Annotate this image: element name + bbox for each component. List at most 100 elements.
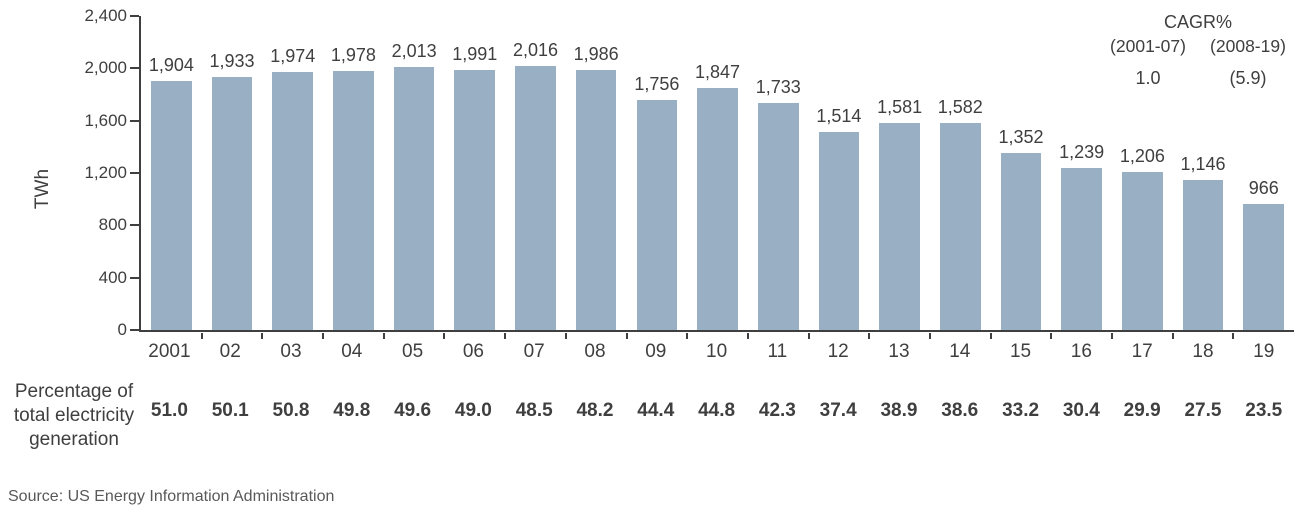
bar	[818, 131, 860, 330]
x-axis-label: 03	[280, 341, 302, 362]
percent-value: 49.0	[454, 400, 492, 421]
percent-value: 27.5	[1184, 400, 1222, 421]
bar-column: 1,146	[1173, 16, 1235, 339]
percent-value: 42.3	[758, 400, 796, 421]
bar-value-label: 1,239	[1059, 141, 1105, 162]
bar-column: 1,733	[748, 16, 810, 339]
bar-value-label: 1,581	[877, 97, 923, 118]
percent-value: 49.8	[333, 400, 371, 421]
bar-value-label: 1,991	[452, 43, 498, 64]
x-axis-label: 2001	[148, 341, 191, 362]
x-axis-label: 04	[341, 341, 363, 362]
percent-value: 44.4	[637, 400, 675, 421]
y-axis-tick	[130, 172, 139, 174]
bar	[636, 100, 678, 330]
percent-value: 38.6	[941, 400, 979, 421]
bar-value-label: 1,733	[755, 77, 801, 98]
bar-value-label: 966	[1248, 177, 1279, 198]
bar-column: 966	[1233, 16, 1294, 330]
bar-column: 1,206	[1112, 16, 1174, 339]
x-axis-label: 11	[767, 341, 788, 362]
bar-value-label: 2,016	[512, 40, 558, 61]
percent-value: 29.9	[1123, 400, 1161, 421]
bar	[1182, 180, 1224, 330]
bar-value-label: 1,206	[1119, 146, 1165, 167]
x-axis-label: 19	[1253, 341, 1275, 362]
cagr-value-1: 1.0	[1135, 68, 1161, 88]
x-axis-label: 06	[462, 341, 484, 362]
x-axis-label: 13	[888, 341, 910, 362]
x-axis-label: 18	[1192, 341, 1214, 362]
bar-columns: 1,904 1,933 1,974 1,978 2,013 1,991 2,016 1,986…	[141, 16, 1294, 339]
x-axis-label: 17	[1131, 341, 1153, 362]
x-axis-label: 15	[1009, 341, 1032, 362]
percent-caption-line-1: Percentage of	[14, 381, 134, 402]
percent-value: 48.2	[576, 400, 614, 421]
percent-value: 50.8	[272, 400, 310, 421]
y-axis-tick-label: 800	[98, 215, 127, 235]
cagr-value-2: (5.9)	[1229, 68, 1267, 88]
bar-value-label: 1,978	[330, 45, 376, 66]
y-axis-tick	[130, 224, 139, 227]
percent-value: 23.5	[1245, 400, 1283, 421]
bar-value-label: 1,352	[998, 127, 1044, 148]
bar	[393, 66, 435, 330]
bar-column: 2,013	[384, 16, 446, 339]
cagr-title: CAGR%	[1163, 12, 1232, 32]
bar	[211, 77, 253, 330]
bar-column: 1,933	[202, 16, 264, 339]
bar-column: 2,016	[505, 16, 567, 339]
bar-value-label: 1,986	[573, 44, 619, 65]
bar	[1061, 167, 1102, 330]
bar	[515, 66, 556, 330]
y-axis-tick-label: 1,200	[84, 163, 127, 182]
y-axis-tick	[130, 276, 139, 279]
percent-caption-line-3: generation	[29, 429, 119, 450]
bar-column: 1,239	[1051, 16, 1113, 339]
bar-value-label: 1,904	[148, 54, 194, 75]
y-axis-tick	[130, 329, 139, 331]
y-axis-tick-label: 2,000	[84, 58, 127, 78]
percent-value: 30.4	[1062, 400, 1100, 421]
x-axis-label: 16	[1070, 341, 1092, 362]
bar	[697, 88, 738, 330]
bar-value-label: 1,933	[209, 51, 255, 72]
bar	[1000, 153, 1042, 330]
percent-value: 49.6	[394, 400, 432, 421]
bar-column: 1,581	[869, 16, 931, 339]
y-axis-tick-label: 2,400	[84, 6, 127, 25]
plot-area: 0 400 800 1,200 1,600 2,000 2,400 1,904 1,933 1,…	[84, 6, 1294, 339]
bar-column: 1,847	[687, 16, 749, 339]
x-axis-label: 09	[645, 341, 667, 362]
cagr-period-1: (2001-07)	[1110, 36, 1186, 56]
bar	[879, 123, 920, 330]
percent-value: 44.8	[698, 400, 736, 421]
percent-value: 38.9	[880, 400, 918, 421]
x-axis-labels: 2001 02 03 04 05 06 07 08 09 10 11 12 13 14 15 16 17 18 19	[139, 341, 1294, 363]
bar	[333, 71, 374, 330]
percent-value: 33.2	[1002, 400, 1040, 421]
x-axis-label: 14	[949, 341, 971, 362]
y-axis-tick	[130, 67, 139, 70]
bar	[1122, 172, 1163, 330]
percent-values: 51.0 50.1 50.8 49.8 49.6 49.0 48.5 48.2 44.4 44.8…	[139, 400, 1294, 422]
percent-value: 51.0	[150, 400, 188, 421]
y-axis-tick-label: 1,600	[84, 110, 127, 130]
y-axis-tick	[130, 15, 139, 17]
bar-column: 1,904	[141, 16, 203, 339]
bar-column: 1,756	[627, 16, 688, 339]
percent-caption-line-2: total electricity	[13, 405, 135, 426]
bar-value-label: 1,847	[695, 62, 741, 83]
bar-column: 1,514	[809, 16, 870, 339]
x-axis-label: 10	[706, 341, 728, 362]
cagr-period-2: (2008-19)	[1210, 36, 1286, 56]
bar	[939, 123, 981, 330]
y-axis-tick-label: 0	[117, 320, 127, 339]
bar	[757, 103, 799, 330]
percent-value: 37.4	[819, 400, 857, 421]
y-axis-tick-label: 400	[98, 267, 127, 287]
bar-value-label: 1,974	[270, 45, 316, 66]
x-axis-label: 07	[523, 341, 545, 362]
bar-value-label: 1,582	[937, 97, 983, 118]
